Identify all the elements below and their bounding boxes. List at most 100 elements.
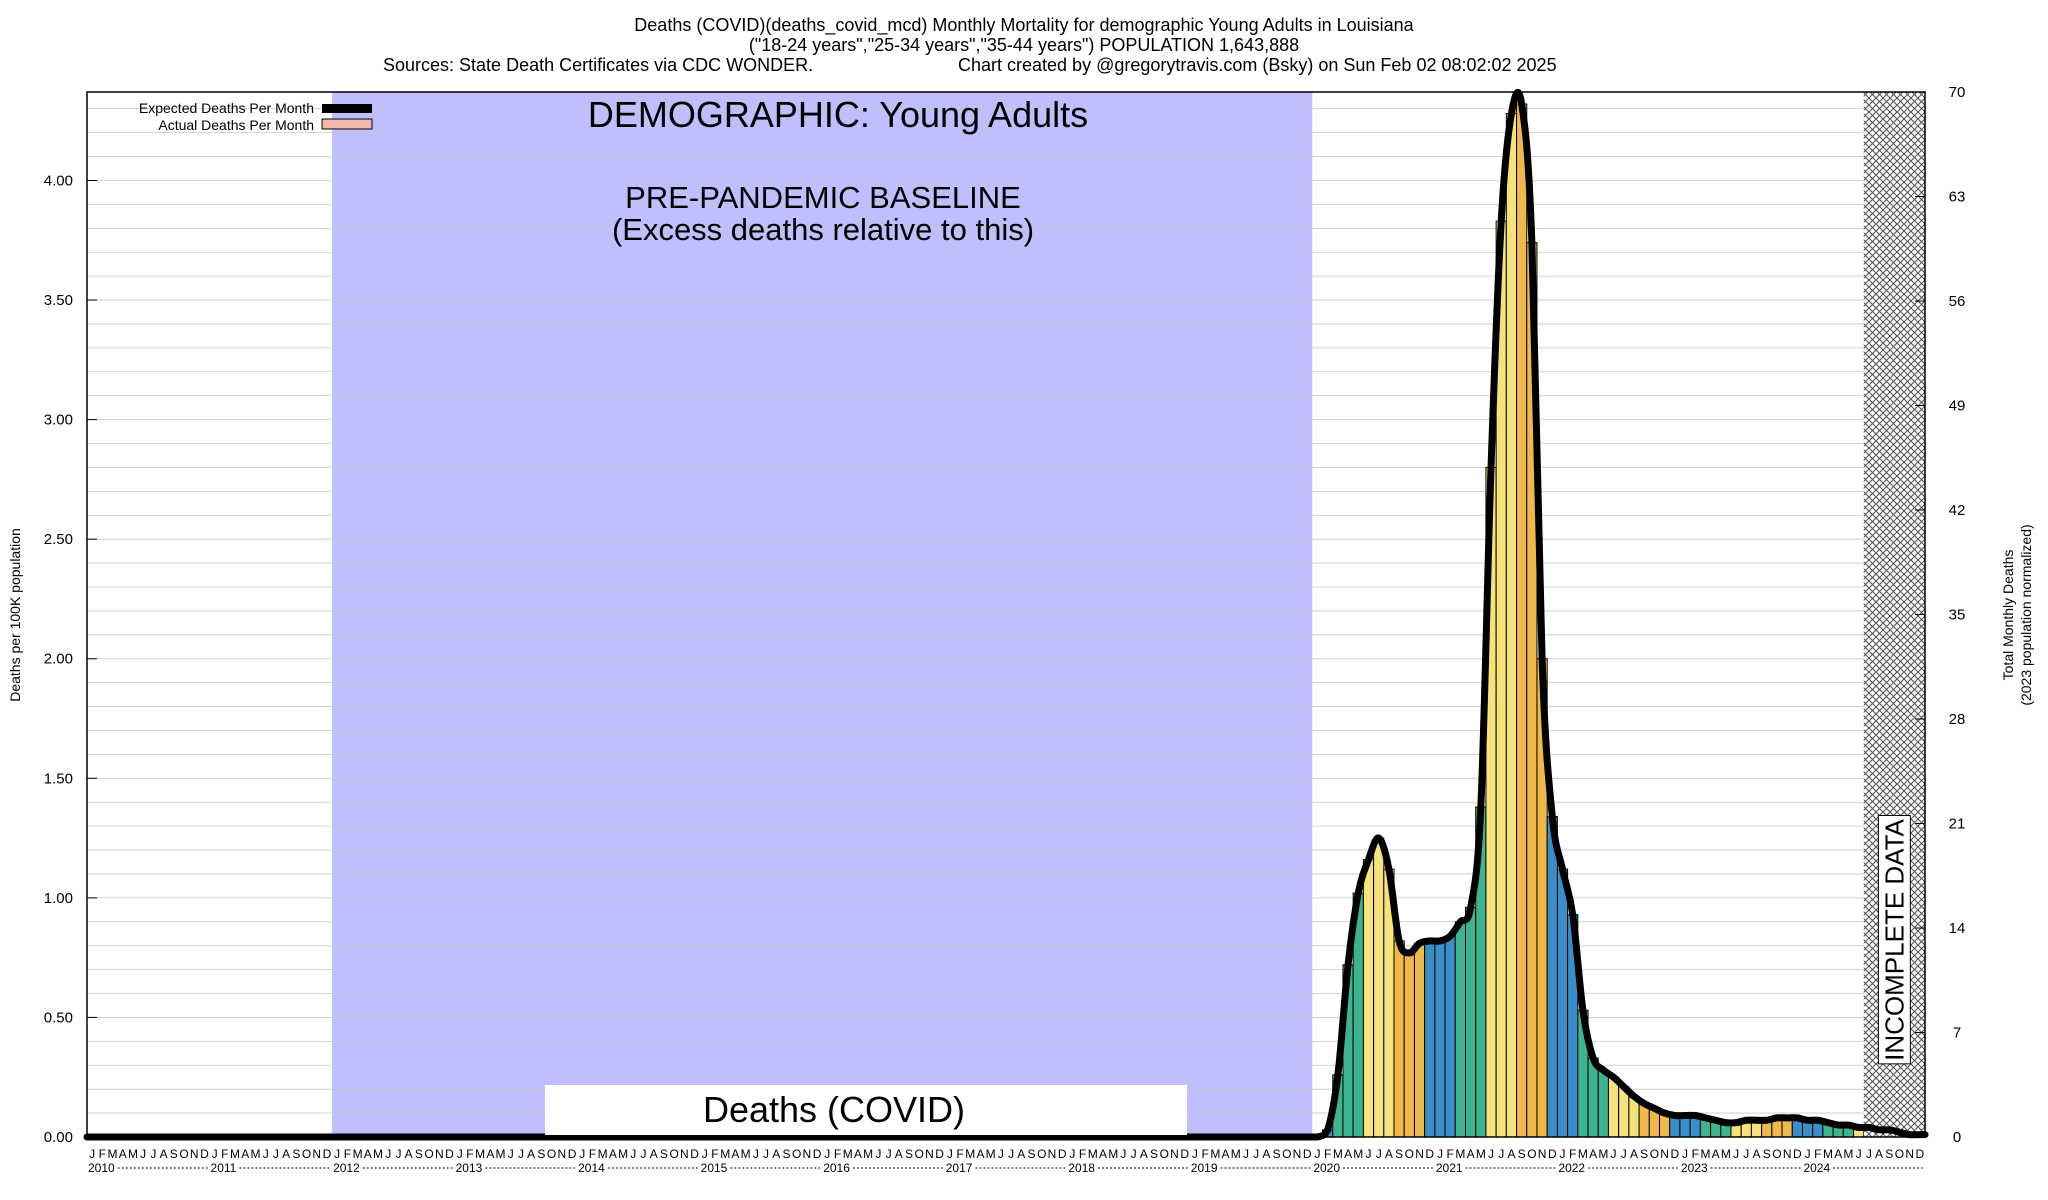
- x-year-label: 2012: [333, 1161, 360, 1175]
- x-month-label: D: [690, 1147, 699, 1161]
- x-month-label: M: [1088, 1147, 1098, 1161]
- x-month-label: N: [1170, 1147, 1179, 1161]
- x-year-label: 2024: [1803, 1161, 1830, 1175]
- x-month-label: O: [915, 1147, 924, 1161]
- incomplete-data-label: INCOMPLETE DATA: [1879, 818, 1909, 1060]
- x-month-label: M: [475, 1147, 485, 1161]
- x-month-label: S: [1028, 1147, 1036, 1161]
- x-month-label: A: [241, 1147, 249, 1161]
- x-month-label: J: [140, 1147, 146, 1161]
- y-right-tick-label: 0: [1953, 1129, 1961, 1146]
- x-month-label: A: [1834, 1147, 1842, 1161]
- x-month-label: F: [834, 1147, 841, 1161]
- x-month-label: D: [445, 1147, 454, 1161]
- x-month-label: N: [557, 1147, 566, 1161]
- x-month-label: J: [1069, 1147, 1075, 1161]
- legend-actual-swatch: [321, 118, 373, 130]
- x-month-label: A: [1507, 1147, 1515, 1161]
- x-month-label: F: [1692, 1147, 1699, 1161]
- y-tick-label: 1.50: [44, 770, 73, 787]
- x-month-label: F: [466, 1147, 473, 1161]
- x-month-label: J: [1365, 1147, 1371, 1161]
- x-month-label: J: [1488, 1147, 1494, 1161]
- x-month-label: J: [1314, 1147, 1320, 1161]
- x-month-label: M: [741, 1147, 751, 1161]
- legend-expected-label: Expected Deaths Per Month: [139, 100, 314, 116]
- x-month-label: D: [1180, 1147, 1189, 1161]
- x-month-label: J: [1560, 1147, 1566, 1161]
- y-right-tick-label: 35: [1949, 607, 1966, 624]
- x-month-label: J: [518, 1147, 524, 1161]
- bar: [1413, 942, 1426, 1138]
- x-month-label: A: [609, 1147, 617, 1161]
- x-month-label: D: [1548, 1147, 1557, 1161]
- x-month-label: J: [1437, 1147, 1443, 1161]
- bar: [1373, 837, 1385, 1138]
- x-year-label: 2010: [88, 1161, 115, 1175]
- x-month-label: M: [353, 1147, 363, 1161]
- x-month-label: D: [200, 1147, 209, 1161]
- x-month-label: F: [1079, 1147, 1086, 1161]
- x-month-label: F: [221, 1147, 228, 1161]
- x-month-label: F: [1569, 1147, 1576, 1161]
- x-month-label: M: [720, 1147, 730, 1161]
- x-month-label: J: [385, 1147, 391, 1161]
- x-month-label: D: [813, 1147, 822, 1161]
- x-month-label: A: [650, 1147, 658, 1161]
- x-month-label: M: [986, 1147, 996, 1161]
- x-month-label: J: [875, 1147, 881, 1161]
- x-month-label: A: [1262, 1147, 1270, 1161]
- y-axis-right-label: Total Monthly Deaths: [2000, 550, 2016, 681]
- x-month-label: M: [1700, 1147, 1710, 1161]
- x-month-label: A: [282, 1147, 290, 1161]
- y-right-tick-label: 63: [1949, 189, 1966, 206]
- x-month-label: F: [1447, 1147, 1454, 1161]
- x-month-label: D: [568, 1147, 577, 1161]
- x-month-label: A: [772, 1147, 780, 1161]
- x-month-label: J: [212, 1147, 218, 1161]
- y-right-tick-label: 28: [1949, 711, 1966, 728]
- legend: Expected Deaths Per Month Actual Deaths …: [139, 100, 373, 133]
- x-month-label: O: [179, 1147, 188, 1161]
- x-month-label: J: [947, 1147, 953, 1161]
- x-month-label: D: [935, 1147, 944, 1161]
- x-month-label: J: [1856, 1147, 1862, 1161]
- y-tick-label: 2.00: [44, 651, 73, 668]
- x-month-label: D: [1670, 1147, 1679, 1161]
- x-month-label: J: [457, 1147, 463, 1161]
- baseline-sublabel: (Excess deaths relative to this): [612, 212, 1034, 247]
- x-month-label: J: [1805, 1147, 1811, 1161]
- x-month-label: J: [263, 1147, 269, 1161]
- x-month-label: O: [1772, 1147, 1781, 1161]
- x-month-label: M: [618, 1147, 628, 1161]
- x-month-label: S: [782, 1147, 790, 1161]
- x-month-label: J: [1866, 1147, 1872, 1161]
- y-right-tick-label: 7: [1953, 1025, 1961, 1042]
- x-month-label: M: [598, 1147, 608, 1161]
- x-month-label: A: [160, 1147, 168, 1161]
- x-year-label: 2023: [1681, 1161, 1708, 1175]
- x-month-label: A: [976, 1147, 984, 1161]
- x-year-label: 2017: [946, 1161, 973, 1175]
- x-month-label: A: [1467, 1147, 1475, 1161]
- x-month-label: M: [1353, 1147, 1363, 1161]
- x-month-label: O: [1405, 1147, 1414, 1161]
- x-month-label: M: [128, 1147, 138, 1161]
- x-month-label: O: [669, 1147, 678, 1161]
- baseline-label: PRE-PANDEMIC BASELINE: [625, 180, 1021, 215]
- x-month-label: J: [395, 1147, 401, 1161]
- x-month-label: O: [424, 1147, 433, 1161]
- x-month-label: S: [415, 1147, 423, 1161]
- x-year-label: 2021: [1436, 1161, 1463, 1175]
- cause-label: Deaths (COVID): [703, 1089, 965, 1130]
- x-month-label: J: [579, 1147, 585, 1161]
- y-tick-label: 0.50: [44, 1009, 73, 1026]
- x-month-label: D: [1303, 1147, 1312, 1161]
- demographic-label: DEMOGRAPHIC: Young Adults: [588, 94, 1088, 135]
- x-month-label: S: [292, 1147, 300, 1161]
- x-month-label: J: [1682, 1147, 1688, 1161]
- x-month-label: N: [925, 1147, 934, 1161]
- x-month-label: D: [323, 1147, 332, 1161]
